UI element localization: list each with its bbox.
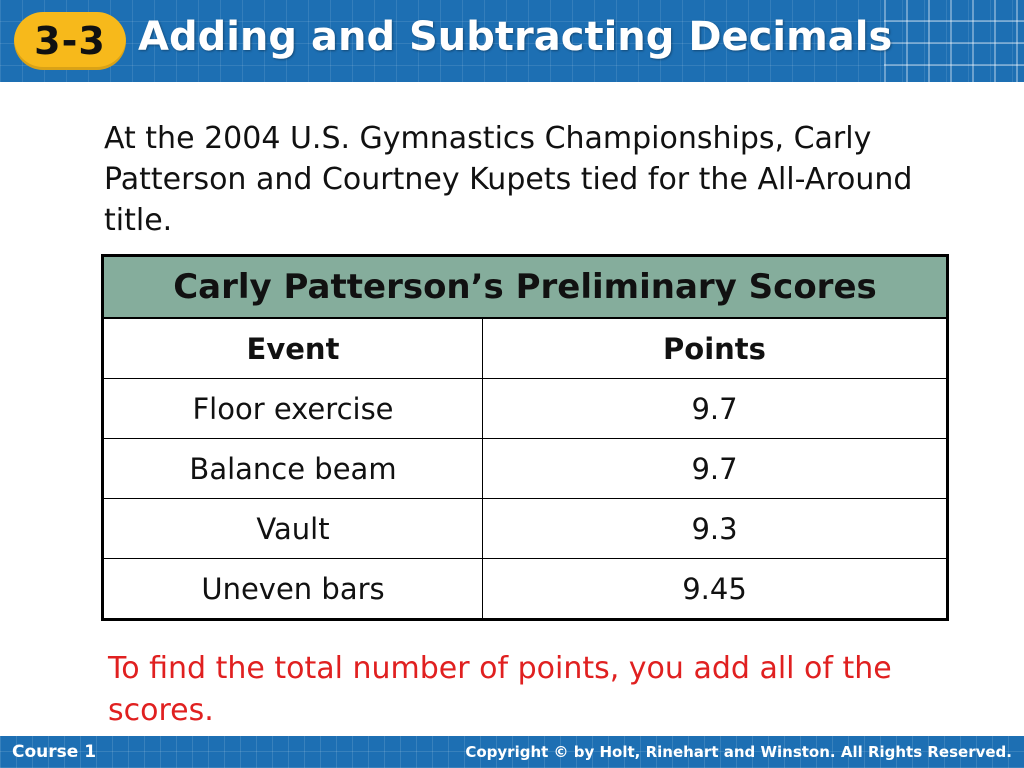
table-row: Balance beam 9.7	[102, 438, 948, 499]
intro-paragraph: At the 2004 U.S. Gymnastics Championship…	[104, 121, 913, 238]
scores-table: Carly Patterson’s Preliminary Scores Eve…	[101, 254, 949, 621]
column-header-event: Event	[102, 317, 483, 379]
event-cell: Uneven bars	[102, 558, 483, 620]
table-row: Vault 9.3	[102, 498, 948, 559]
table-caption: Carly Patterson’s Preliminary Scores	[102, 255, 948, 319]
points-cell: 9.7	[482, 438, 948, 499]
points-cell: 9.7	[482, 378, 948, 439]
event-cell: Floor exercise	[102, 378, 483, 439]
header-grid-decoration	[884, 0, 1024, 82]
table-header-row: Event Points	[102, 317, 948, 379]
column-header-points: Points	[482, 317, 948, 379]
table-row: Uneven bars 9.45	[102, 558, 948, 620]
points-cell: 9.3	[482, 498, 948, 559]
course-label: Course 1	[12, 742, 97, 762]
table-caption-row: Carly Patterson’s Preliminary Scores	[102, 255, 948, 319]
copyright-notice: Copyright © by Holt, Rinehart and Winsto…	[465, 743, 1012, 761]
page-title: Adding and Subtracting Decimals	[138, 14, 893, 60]
lesson-number-badge: 3-3	[14, 12, 126, 70]
footer-bar: Course 1 Copyright © by Holt, Rinehart a…	[0, 736, 1024, 768]
points-cell: 9.45	[482, 558, 948, 620]
note-text: To find the total number of points, you …	[108, 651, 892, 728]
header-bar: 3-3 Adding and Subtracting Decimals	[0, 0, 1024, 82]
event-cell: Balance beam	[102, 438, 483, 499]
table-row: Floor exercise 9.7	[102, 378, 948, 439]
event-cell: Vault	[102, 498, 483, 559]
